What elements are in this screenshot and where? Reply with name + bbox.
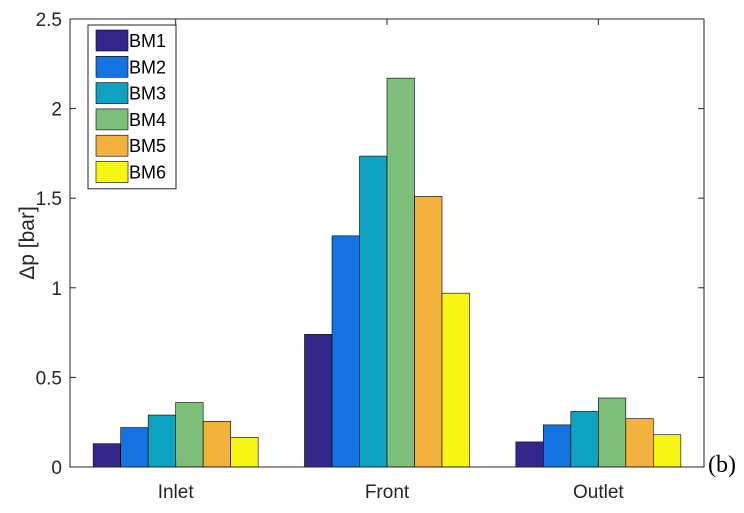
bar-bm1-front — [304, 334, 333, 468]
bar-bm6-inlet — [230, 437, 259, 468]
y-axis-title: Δp [bar] — [16, 206, 39, 280]
bar-bm1-outlet — [515, 441, 544, 468]
panel-label: (b) — [708, 452, 736, 478]
x-tick-label: Outlet — [573, 482, 624, 503]
x-tick-label: Front — [365, 482, 410, 503]
legend-swatch-bm5 — [95, 134, 129, 157]
legend-swatch-bm1 — [95, 29, 129, 52]
y-tick-label: 0.5 — [36, 368, 62, 389]
legend-swatch-bm3 — [95, 82, 129, 104]
y-tick-label: 2 — [51, 100, 62, 121]
bar-bm2-outlet — [543, 424, 572, 468]
bar-bm6-outlet — [653, 434, 682, 468]
bar-bm3-inlet — [147, 414, 176, 468]
legend-swatch-bm2 — [95, 55, 129, 78]
bar-bm5-outlet — [625, 418, 654, 468]
legend-label-bm3: BM3 — [129, 84, 166, 104]
bar-bm4-inlet — [175, 402, 204, 468]
legend-label-bm1: BM1 — [129, 31, 166, 51]
legend-label-bm4: BM4 — [129, 110, 166, 130]
x-tick-label: Inlet — [158, 482, 195, 503]
bars-group — [92, 77, 682, 468]
x-ticks-group: Inlet Front Outlet — [158, 19, 624, 503]
bar-bm2-front — [331, 235, 360, 468]
legend-swatch-bm6 — [95, 161, 129, 183]
legend-swatch-bm4 — [95, 108, 129, 131]
bar-bm5-front — [414, 196, 443, 468]
y-tick-label: 1.5 — [36, 189, 62, 210]
bar-bm1-inlet — [92, 443, 121, 468]
bar-bm3-front — [359, 155, 388, 468]
legend: BM1 BM2 BM3 BM4 BM5 BM6 — [87, 24, 177, 190]
legend-label-bm5: BM5 — [129, 136, 166, 156]
bar-bm6-front — [441, 292, 470, 468]
y-tick-label: 1 — [51, 279, 62, 300]
y-ticks-group: 0 0.5 1 1.5 2 2.5 — [36, 10, 704, 479]
bar-bm5-inlet — [202, 421, 231, 468]
legend-label-bm6: BM6 — [129, 163, 166, 183]
bar-bm3-outlet — [570, 411, 599, 468]
bar-bm4-outlet — [598, 397, 627, 468]
y-tick-label: 0 — [51, 458, 62, 479]
legend-label-bm2: BM2 — [129, 57, 166, 77]
y-tick-label: 2.5 — [36, 10, 62, 31]
bar-bm4-front — [386, 77, 415, 468]
bar-bm2-inlet — [120, 427, 149, 468]
